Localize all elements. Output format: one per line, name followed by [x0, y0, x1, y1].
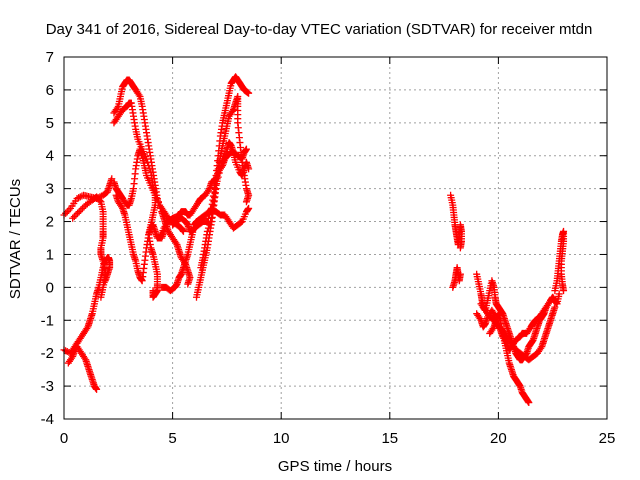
- data-point: [149, 287, 157, 295]
- data-point: [215, 169, 223, 177]
- axis-ticks: 0 5 10 15 20 25 -4 -3 -2 -1 0 1 2 3 4 5 6 7: [41, 49, 616, 447]
- y-axis-label: SDTVAR / TECUs: [7, 179, 24, 299]
- data-point: [456, 270, 464, 278]
- series-arc-j: [158, 204, 253, 295]
- data-point: [489, 325, 497, 332]
- data-point: [476, 315, 484, 323]
- data-point: [525, 399, 533, 407]
- data-point: [62, 209, 70, 217]
- y-tick-label: -4: [41, 411, 54, 428]
- series-arc-a: [60, 175, 116, 219]
- series-arc-d: [64, 343, 101, 393]
- data-point: [213, 177, 221, 185]
- x-tick-label: 20: [490, 430, 507, 447]
- data-point: [73, 195, 81, 203]
- chart-title: Day 341 of 2016, Sidereal Day-to-day VTE…: [46, 21, 593, 38]
- data-point: [78, 204, 86, 212]
- series-arc-u: [551, 227, 568, 295]
- data-point: [96, 197, 104, 205]
- data-point: [245, 89, 253, 97]
- data-point: [245, 165, 253, 173]
- y-tick-label: 6: [46, 82, 54, 99]
- series-arc-p: [449, 264, 464, 291]
- data-point: [143, 155, 151, 163]
- data-point: [204, 224, 212, 232]
- data-point: [70, 213, 78, 221]
- y-tick-label: 5: [46, 115, 54, 132]
- data-points: [60, 73, 568, 407]
- data-point: [62, 347, 70, 355]
- data-point: [144, 158, 152, 166]
- data-point: [179, 227, 187, 235]
- data-point: [97, 293, 105, 301]
- data-point: [81, 354, 89, 362]
- data-point: [65, 206, 73, 214]
- plot-frame: [63, 56, 608, 420]
- y-tick-label: -2: [41, 345, 54, 362]
- data-point: [206, 221, 214, 229]
- x-tick-label: 10: [273, 430, 290, 447]
- data-point: [75, 208, 83, 216]
- data-point: [537, 344, 545, 352]
- y-tick-label: 4: [46, 148, 54, 165]
- data-point: [242, 145, 250, 153]
- data-point: [172, 239, 180, 247]
- series-arc-g: [112, 191, 168, 285]
- data-point: [204, 186, 212, 194]
- data-point: [146, 165, 154, 173]
- data-point: [68, 354, 76, 362]
- data-point: [76, 193, 84, 201]
- data-point: [214, 173, 222, 181]
- data-point: [75, 194, 83, 202]
- data-point: [228, 107, 236, 115]
- series-arc-e: [110, 76, 194, 288]
- data-point: [113, 104, 121, 112]
- series-arc-h: [110, 145, 187, 235]
- data-point: [101, 277, 109, 285]
- y-tick-label: -1: [41, 312, 54, 329]
- y-tick-label: -3: [41, 378, 54, 395]
- data-point: [212, 181, 220, 189]
- y-tick-label: 2: [46, 214, 54, 231]
- y-tick-label: 0: [46, 279, 54, 296]
- y-tick-label: 7: [46, 49, 54, 66]
- data-point: [242, 198, 250, 206]
- x-axis-label: GPS time / hours: [278, 458, 392, 475]
- data-point: [207, 218, 215, 226]
- x-tick-label: 25: [599, 430, 616, 447]
- x-tick-label: 15: [381, 430, 398, 447]
- series-arc-b: [69, 193, 109, 301]
- data-point: [74, 209, 82, 217]
- data-point: [203, 227, 211, 235]
- series-arc-n: [197, 139, 253, 272]
- x-tick-label: 5: [168, 430, 176, 447]
- data-point: [72, 211, 80, 219]
- data-point: [551, 303, 559, 311]
- data-point: [560, 287, 568, 295]
- data-point: [135, 91, 143, 99]
- series-arc-o: [447, 191, 465, 252]
- data-point: [63, 208, 71, 216]
- data-point: [83, 325, 91, 332]
- data-point: [245, 204, 253, 212]
- data-point: [555, 290, 563, 298]
- data-point: [69, 214, 77, 222]
- y-tick-label: 1: [46, 246, 54, 263]
- data-point: [93, 385, 101, 393]
- x-tick-label: 0: [60, 430, 68, 447]
- data-point: [77, 206, 85, 214]
- data-point: [456, 244, 464, 252]
- series-arc-t: [477, 300, 559, 364]
- y-tick-label: 3: [46, 181, 54, 198]
- data-point: [118, 203, 126, 211]
- data-point: [184, 280, 192, 288]
- series-arc-c: [60, 254, 114, 357]
